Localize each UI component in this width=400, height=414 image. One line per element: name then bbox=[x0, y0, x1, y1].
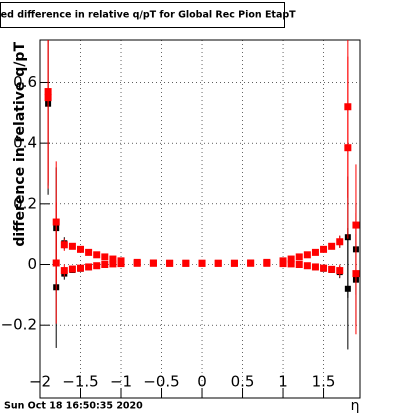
marker bbox=[263, 259, 271, 267]
x-tick-label: 1.5 bbox=[312, 373, 336, 391]
marker bbox=[214, 259, 222, 267]
marker bbox=[117, 260, 125, 268]
marker bbox=[60, 267, 68, 275]
marker bbox=[85, 263, 93, 271]
marker bbox=[303, 262, 311, 270]
marker bbox=[311, 248, 319, 256]
marker bbox=[85, 248, 93, 256]
marker bbox=[295, 253, 303, 261]
marker bbox=[68, 242, 76, 250]
marker bbox=[182, 259, 190, 267]
y-axis-label: difference in relative q/pT bbox=[12, 42, 28, 247]
marker bbox=[320, 264, 328, 272]
marker bbox=[166, 259, 174, 267]
marker bbox=[52, 259, 60, 267]
marker bbox=[320, 245, 328, 253]
y-tick-label: 0.4 bbox=[13, 134, 37, 152]
x-tick-label: 0 bbox=[197, 373, 207, 391]
plot-frame bbox=[39, 39, 361, 399]
marker bbox=[44, 88, 52, 96]
footer-date: Sun Oct 18 16:50:35 2020 bbox=[4, 401, 143, 412]
marker bbox=[77, 264, 85, 272]
marker bbox=[60, 241, 68, 249]
marker bbox=[149, 259, 157, 267]
marker bbox=[287, 255, 295, 263]
marker bbox=[198, 259, 206, 267]
marker bbox=[230, 259, 238, 267]
marker bbox=[303, 251, 311, 259]
x-tick-label: −1.5 bbox=[62, 373, 98, 391]
x-tick-label: −1 bbox=[110, 373, 132, 391]
marker bbox=[287, 260, 295, 268]
x-tick-label: −0.5 bbox=[143, 373, 179, 391]
x-tick-label: 0.5 bbox=[231, 373, 255, 391]
marker bbox=[352, 270, 360, 278]
marker bbox=[68, 265, 76, 273]
y-tick-label: 0.2 bbox=[13, 194, 37, 212]
marker bbox=[247, 259, 255, 267]
marker bbox=[101, 261, 109, 269]
y-tick-label: −0.2 bbox=[1, 316, 37, 334]
marker bbox=[311, 263, 319, 271]
marker bbox=[279, 260, 287, 268]
chart-title: itted difference in relative q/pT for Gl… bbox=[0, 10, 296, 21]
marker bbox=[133, 259, 141, 267]
marker bbox=[93, 251, 101, 259]
marker bbox=[344, 285, 351, 292]
marker bbox=[344, 103, 352, 111]
marker bbox=[295, 261, 303, 269]
marker bbox=[101, 253, 109, 261]
marker bbox=[328, 242, 336, 250]
marker bbox=[336, 238, 344, 246]
marker bbox=[77, 245, 85, 253]
x-tick-label: −2 bbox=[29, 373, 51, 391]
x-tick-label: 1 bbox=[278, 373, 288, 391]
marker bbox=[336, 267, 344, 275]
y-tick-label: 0.6 bbox=[13, 73, 37, 91]
x-axis-label: η bbox=[351, 398, 360, 414]
title-box bbox=[0, 2, 285, 28]
marker bbox=[93, 262, 101, 270]
marker bbox=[328, 265, 336, 273]
marker bbox=[109, 260, 117, 268]
y-tick-label: 0 bbox=[27, 255, 37, 273]
marker bbox=[109, 255, 117, 263]
